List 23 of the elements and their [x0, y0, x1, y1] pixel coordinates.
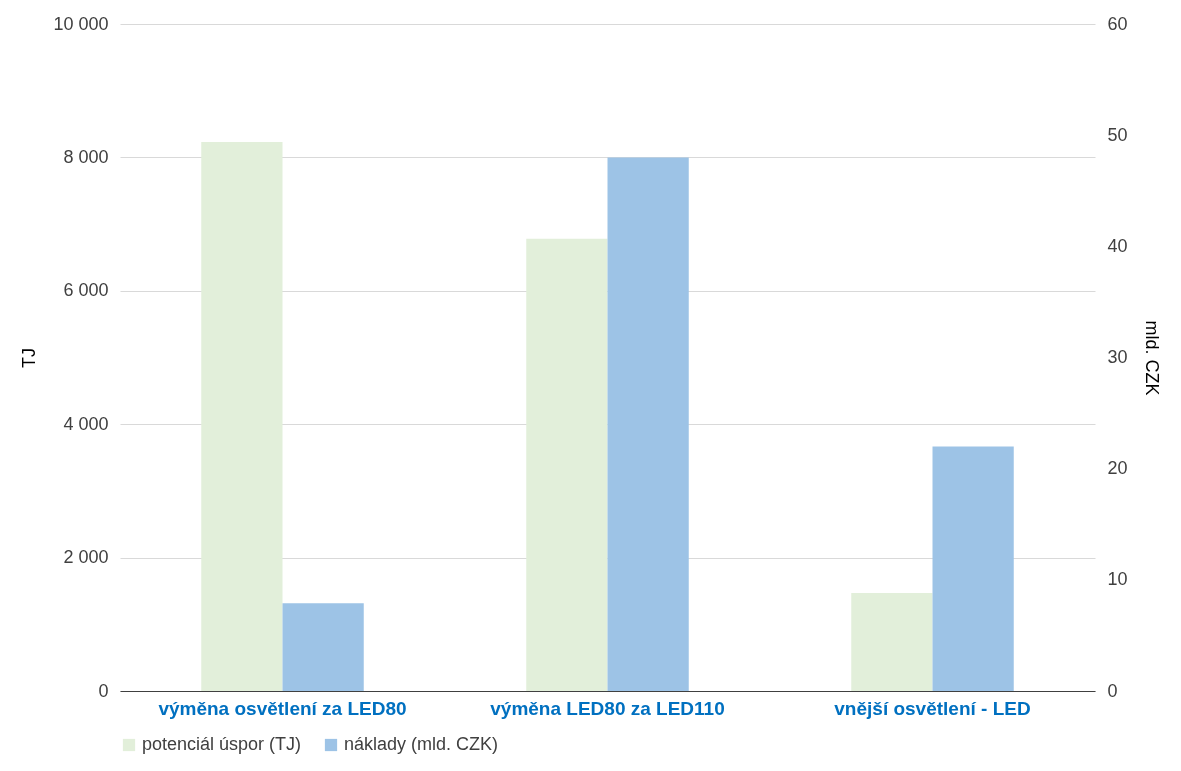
y2-axis-title: mld. CZK	[1141, 320, 1162, 396]
bar	[201, 142, 283, 691]
y2-tick-label: 0	[1107, 680, 1118, 701]
y-axis-title: TJ	[19, 348, 40, 368]
legend-label: náklady (mld. CZK)	[344, 734, 499, 754]
y2-tick-label: 10	[1107, 569, 1128, 590]
y-tick-label: 10 000	[53, 13, 109, 34]
y-tick-label: 0	[98, 680, 109, 701]
x-tick-label: výměna osvětlení za LED80	[158, 697, 407, 719]
y2-tick-label: 40	[1107, 235, 1128, 256]
y2-tick-label: 50	[1107, 124, 1128, 145]
y2-tick-label: 60	[1107, 13, 1128, 34]
legend-label: potenciál úspor (TJ)	[142, 734, 302, 754]
x-tick-label: výměna LED80 za LED110	[490, 697, 725, 719]
y-tick-label: 8 000	[63, 146, 109, 167]
y-tick-label: 4 000	[63, 413, 109, 434]
y-tick-label: 2 000	[63, 547, 109, 568]
y2-tick-label: 30	[1107, 347, 1128, 367]
bar	[932, 446, 1014, 691]
x-tick-label: vnější osvětlení - LED	[834, 697, 1031, 719]
y-tick-label: 6 000	[63, 280, 109, 301]
y2-tick-label: 20	[1107, 458, 1128, 479]
bar	[282, 603, 364, 691]
